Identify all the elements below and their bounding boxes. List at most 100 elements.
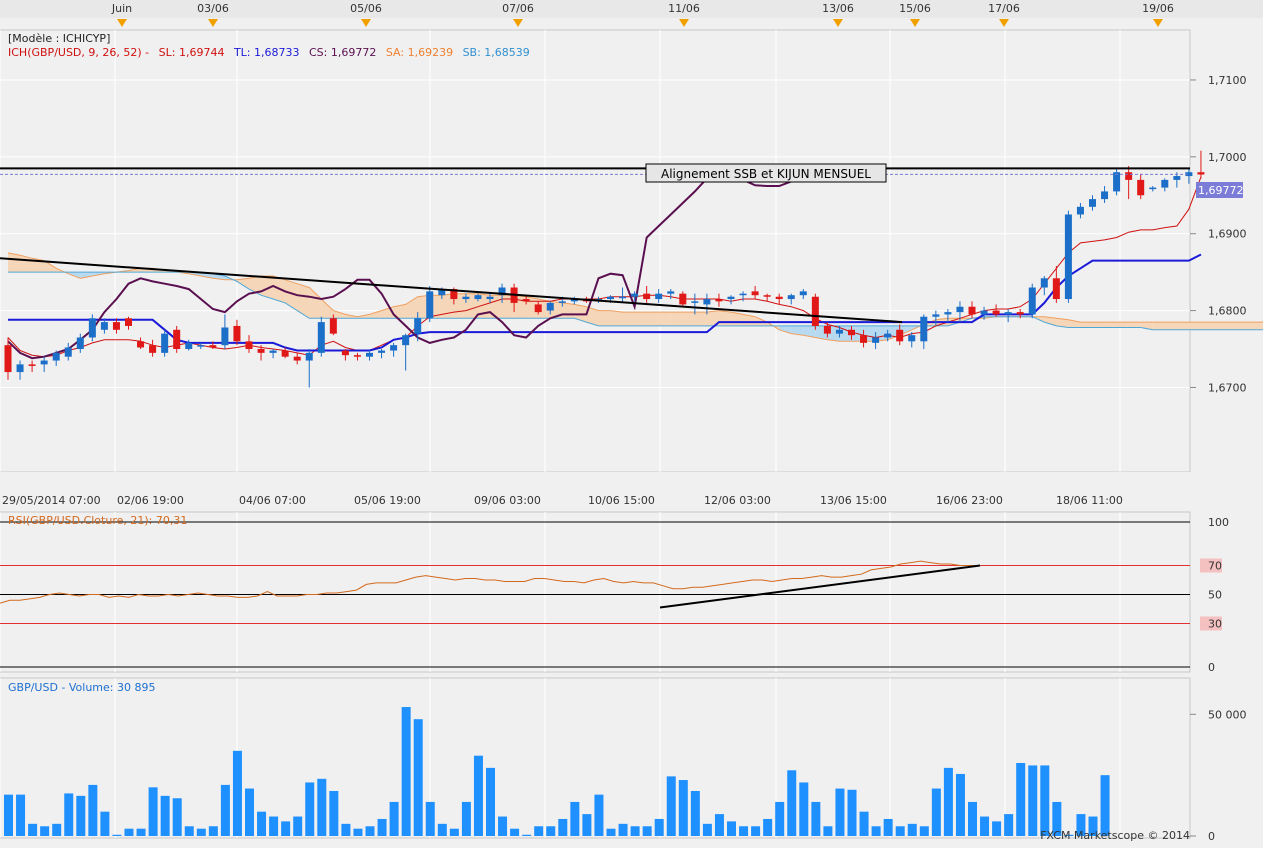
- candle-body: [1197, 172, 1205, 175]
- candle-body: [390, 345, 398, 351]
- candle-body: [884, 333, 892, 338]
- cloud-segment: [694, 312, 707, 326]
- volume-bar: [377, 818, 387, 836]
- candle-body: [1137, 179, 1145, 196]
- candle-body: [1113, 172, 1121, 192]
- cloud-segment: [779, 325, 792, 334]
- rsi-level-label: 0: [1208, 661, 1215, 674]
- volume-tick-label: 50 000: [1208, 708, 1247, 721]
- volume-bar: [823, 826, 833, 836]
- volume-bar: [666, 776, 676, 836]
- volume-bar: [1016, 763, 1026, 836]
- volume-tick-label: 0: [1208, 830, 1215, 843]
- volume-bar: [931, 788, 941, 836]
- volume-bar: [52, 823, 62, 836]
- candle-body: [1016, 312, 1024, 315]
- cloud-segment: [911, 324, 924, 330]
- candle-body: [1004, 312, 1012, 315]
- time-tick-label: 04/06 07:00: [239, 494, 306, 507]
- cloud-segment: [297, 283, 310, 319]
- volume-bar: [775, 801, 785, 836]
- candle-body: [739, 293, 747, 296]
- candle-body: [76, 337, 84, 350]
- time-tick-label: 05/06 19:00: [354, 494, 421, 507]
- cloud-segment: [574, 304, 587, 323]
- cloud-segment: [285, 279, 298, 311]
- candle-body: [522, 299, 530, 302]
- brand-label: FXCM Marketscope © 2014: [1040, 829, 1190, 842]
- top-date-label: 11/06: [668, 2, 700, 15]
- rsi-panel[interactable]: [0, 511, 1191, 673]
- volume-bar: [895, 826, 905, 836]
- candle-body: [438, 289, 446, 296]
- volume-bar: [1052, 801, 1062, 836]
- candle-body: [52, 352, 60, 361]
- volume-bar: [654, 818, 664, 836]
- candle-body: [811, 296, 819, 326]
- time-tick-label: 29/05/2014 07:00: [2, 494, 101, 507]
- price-panel[interactable]: [0, 29, 1191, 473]
- candle-body: [932, 314, 940, 317]
- time-tick-label: 16/06 23:00: [936, 494, 1003, 507]
- candle-body: [1125, 172, 1133, 180]
- candle-body: [197, 345, 205, 347]
- volume-bar: [883, 818, 893, 836]
- candle-body: [88, 318, 96, 338]
- cloud-segment: [321, 299, 334, 319]
- cloud-segment: [405, 296, 418, 319]
- sl-label: SL: 1,69744: [159, 46, 225, 59]
- cloud-segment: [718, 310, 731, 326]
- candle-body: [848, 329, 855, 336]
- candle-body: [1052, 278, 1060, 300]
- volume-bar: [353, 828, 363, 836]
- sb-label: SB: 1,68539: [463, 46, 530, 59]
- cloud-segment: [465, 293, 478, 319]
- candle-body: [631, 293, 639, 297]
- volume-bar: [678, 780, 688, 836]
- candle-body: [667, 291, 675, 294]
- annotation-box[interactable]: [645, 163, 887, 183]
- candle-body: [715, 299, 723, 302]
- candle-body: [835, 329, 843, 334]
- cloud-segment: [622, 312, 635, 326]
- volume-bar: [245, 788, 254, 836]
- candle-body: [257, 349, 265, 353]
- volume-bar: [739, 826, 749, 836]
- price-tick-label: 1,7100: [1208, 74, 1247, 87]
- event-marker-icon: [1153, 19, 1163, 27]
- volume-bar: [871, 826, 881, 836]
- candle-body: [40, 360, 48, 365]
- cloud-segment: [803, 325, 816, 338]
- candle-body: [643, 293, 651, 300]
- volume-bar: [425, 801, 435, 836]
- candle-body: [799, 291, 807, 296]
- cloud-segment: [586, 306, 599, 326]
- candle-body: [281, 350, 289, 357]
- candle-body: [1161, 179, 1169, 188]
- cloud-segment: [1249, 322, 1262, 330]
- volume-bar: [413, 719, 423, 836]
- volume-bar: [1004, 814, 1014, 836]
- event-marker-icon: [361, 19, 371, 27]
- tenkan-line: [7, 176, 1202, 358]
- cloud-segment: [1176, 322, 1189, 330]
- price-tick-label: 1,7000: [1208, 151, 1247, 164]
- price-tick-label: 1,6700: [1208, 381, 1247, 394]
- candle-body: [462, 296, 470, 300]
- cloud-segment: [8, 252, 21, 273]
- volume-bar: [558, 818, 568, 836]
- candle-body: [751, 291, 759, 296]
- cloud-segment: [1128, 322, 1141, 328]
- cloud-segment: [490, 295, 503, 319]
- candle-body: [896, 329, 904, 342]
- event-marker-icon: [208, 19, 218, 27]
- volume-bar: [1028, 765, 1038, 836]
- time-tick-label: 18/06 11:00: [1056, 494, 1123, 507]
- kijun-line: [8, 253, 1202, 352]
- volume-bar: [365, 826, 375, 836]
- rsi-axis: 100 70 50 30 0: [1200, 516, 1229, 674]
- volume-bar: [293, 816, 303, 836]
- volume-bar: [498, 816, 508, 836]
- volume-bar: [799, 782, 809, 836]
